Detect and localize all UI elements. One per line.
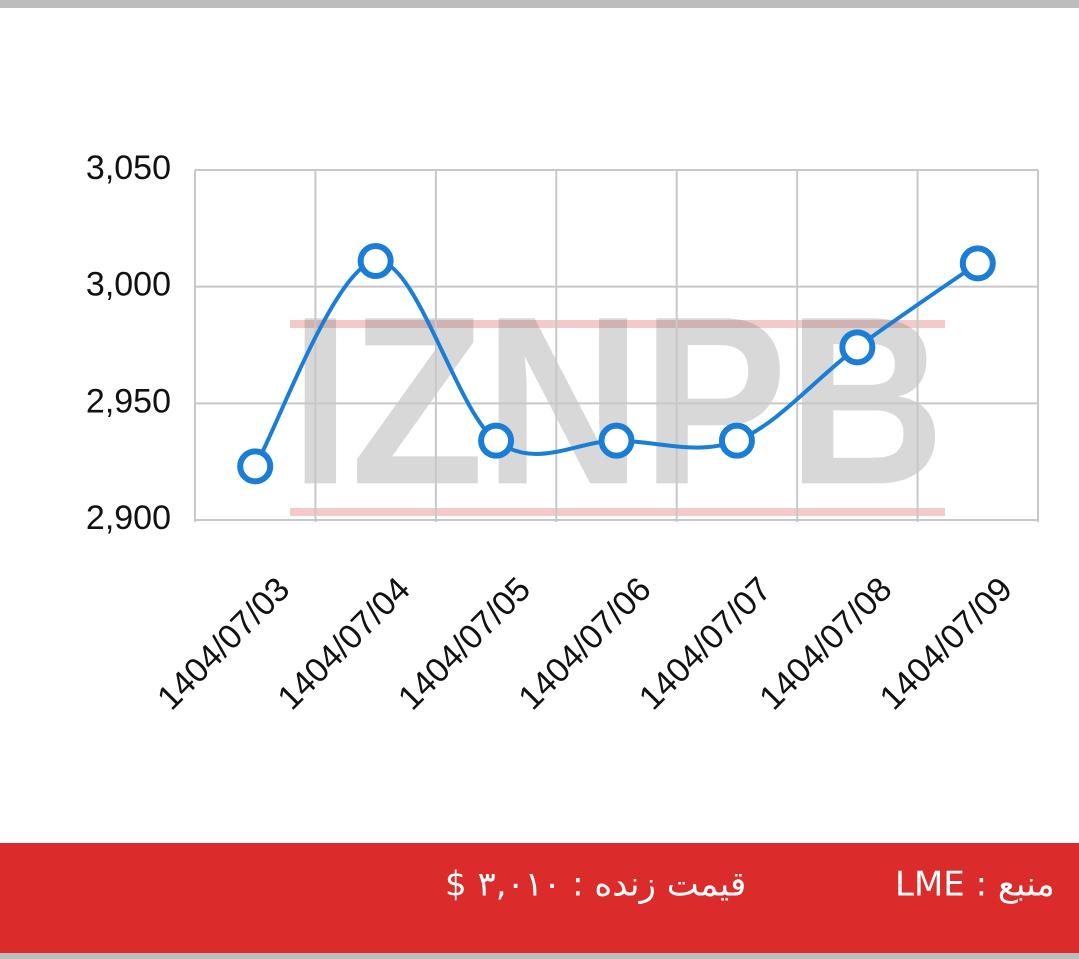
watermark-stripe xyxy=(290,320,945,328)
source: منبع : LME xyxy=(895,865,1055,905)
live-price: قیمت زنده : ۳,۰۱۰ $ xyxy=(445,865,746,905)
point xyxy=(237,448,274,485)
point xyxy=(718,422,755,459)
bottom-bar xyxy=(0,953,1079,959)
footer-bar xyxy=(0,843,1079,953)
top-bar xyxy=(0,0,1079,8)
point xyxy=(839,329,876,366)
y-tick-label: 2,900 xyxy=(86,499,171,537)
y-tick-label: 3,000 xyxy=(86,266,171,304)
watermark: IZNPB xyxy=(290,266,945,534)
y-tick-label: 3,050 xyxy=(86,149,171,187)
x-tick-label: 1404/07/09 xyxy=(873,570,1020,717)
point xyxy=(598,422,635,459)
point xyxy=(357,243,394,279)
point xyxy=(478,422,515,459)
point xyxy=(959,245,996,282)
y-tick-label: 2,950 xyxy=(86,382,171,420)
watermark-stripe xyxy=(290,508,945,516)
